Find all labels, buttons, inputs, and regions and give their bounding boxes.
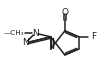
Text: N: N (32, 29, 39, 38)
Text: —CH₃: —CH₃ (4, 30, 25, 36)
Text: N: N (22, 38, 29, 47)
Text: O: O (61, 8, 68, 17)
Text: F: F (92, 32, 97, 41)
